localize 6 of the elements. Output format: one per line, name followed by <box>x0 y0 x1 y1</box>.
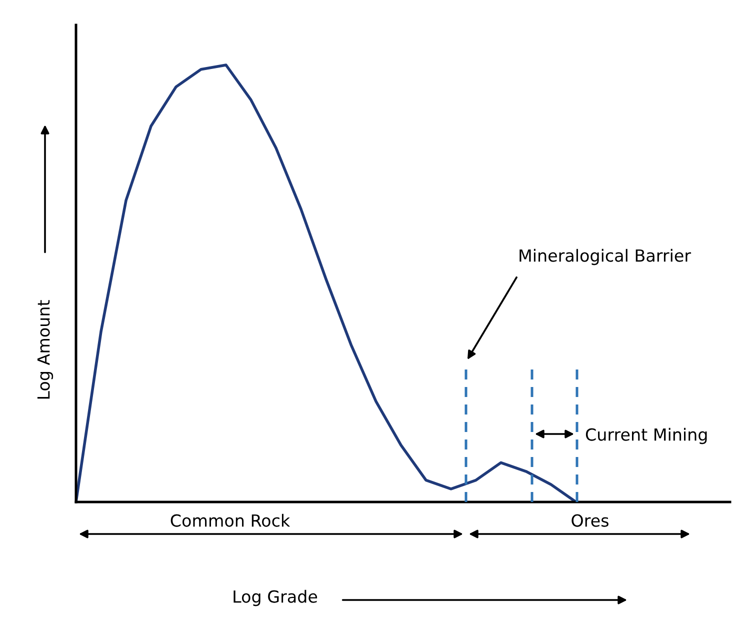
annotation: Mineralogical Barrier <box>520 248 692 266</box>
annotation: Current Mining <box>586 428 707 444</box>
text: Common Rock <box>170 514 290 527</box>
y-axis-title: Log Amount <box>37 300 54 399</box>
text: Log Grade <box>234 590 318 606</box>
text: Ores <box>572 514 608 527</box>
